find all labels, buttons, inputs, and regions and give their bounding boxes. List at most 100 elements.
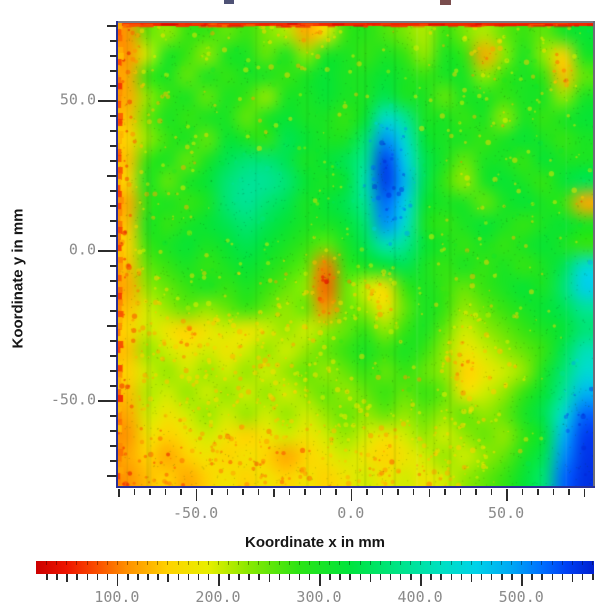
x-axis-tick <box>288 489 291 495</box>
colorbar-tick <box>561 574 564 580</box>
colorbar-inner-dash <box>46 561 48 565</box>
x-axis-tick <box>180 489 182 495</box>
colorbar-inner-dash <box>56 561 58 565</box>
x-axis-tick <box>164 489 167 495</box>
y-axis-tick <box>107 175 117 177</box>
colorbar-tick <box>329 574 331 580</box>
colorbar-inner-dash <box>460 561 462 565</box>
colorbar-tick <box>521 574 523 586</box>
x-axis-tick <box>568 489 570 495</box>
colorbar-tick <box>288 574 291 580</box>
y-tick-label: -50.0 <box>50 390 96 409</box>
colorbar-inner-dash <box>319 561 320 565</box>
y-axis-tick <box>110 280 117 282</box>
colorbar-inner-dash <box>561 561 563 565</box>
colorbar-inner-dash <box>157 561 159 565</box>
y-axis-tick <box>98 400 117 402</box>
y-axis-tick <box>110 385 117 387</box>
x-axis-tick <box>428 489 430 497</box>
x-axis-tick <box>459 489 461 495</box>
y-axis-tick <box>110 160 117 162</box>
colorbar-tick <box>470 574 473 582</box>
colorbar-inner-dash <box>218 561 219 565</box>
colorbar-inner-dash <box>521 561 523 565</box>
colorbar-inner-dash <box>278 561 280 565</box>
x-tick-label: 50.0 <box>488 504 525 522</box>
y-axis-tick <box>107 25 117 27</box>
x-axis-tick <box>133 489 135 495</box>
colorbar-tick <box>349 574 351 580</box>
plot-top-spine <box>116 21 595 23</box>
y-tick-label: 0.0 <box>68 240 96 259</box>
colorbar-inner-dash <box>197 561 199 565</box>
colorbar-inner-dash <box>369 561 371 565</box>
y-axis-tick <box>98 100 117 102</box>
y-axis-tick <box>107 325 117 327</box>
x-axis-tick <box>506 489 508 501</box>
x-axis-tick <box>350 489 353 501</box>
x-axis-tick <box>149 489 151 495</box>
x-axis-tick <box>552 489 555 495</box>
colorbar-tick <box>258 574 260 580</box>
y-axis-tick <box>110 415 117 417</box>
x-axis-tick <box>381 489 384 495</box>
x-axis-tick <box>211 489 213 495</box>
y-axis-tick <box>110 55 117 57</box>
y-axis-tick <box>110 115 117 117</box>
colorbar-inner-dash <box>389 561 391 565</box>
colorbar-tick <box>490 574 493 580</box>
colorbar-tick <box>197 574 200 580</box>
colorbar-tick <box>248 574 250 580</box>
colorbar-inner-dash <box>207 561 209 565</box>
colorbar-inner-dash <box>480 561 482 565</box>
colorbar-tick <box>501 574 503 580</box>
y-axis-tick <box>110 370 117 372</box>
colorbar-inner-dash <box>127 561 128 565</box>
colorbar-inner-dash <box>86 561 88 565</box>
y-axis-tick <box>98 250 117 252</box>
x-axis-tick <box>242 489 244 495</box>
colorbar-tick <box>116 574 119 586</box>
colorbar-tick-label: 100.0 <box>94 588 140 606</box>
colorbar-inner-dash <box>339 561 341 565</box>
colorbar-inner-dash <box>541 561 543 565</box>
colorbar-tick <box>480 574 483 580</box>
colorbar-tick <box>86 574 88 580</box>
colorbar-tick <box>592 574 594 580</box>
colorbar-inner-dash <box>470 561 472 565</box>
colorbar-inner-dash <box>116 561 118 565</box>
y-axis-tick <box>107 475 117 477</box>
y-axis-tick <box>110 430 117 432</box>
colorbar-tick <box>379 574 382 580</box>
colorbar-tick <box>157 574 159 580</box>
colorbar-inner-dash <box>450 561 452 565</box>
colorbar-tick <box>430 574 432 580</box>
colorbar-inner-dash <box>137 561 139 565</box>
colorbar-tick <box>541 574 543 580</box>
colorbar-inner-dash <box>430 561 432 565</box>
colorbar-inner-dash <box>511 561 513 565</box>
colorbar-inner-dash <box>177 561 179 565</box>
colorbar-inner-dash <box>258 561 260 565</box>
y-axis-tick <box>110 310 117 312</box>
colorbar-tick <box>399 574 402 580</box>
colorbar-inner-dash <box>248 561 250 565</box>
x-axis-title: Koordinate x in mm <box>244 534 386 551</box>
x-tick-label: -50.0 <box>173 504 219 522</box>
colorbar-tick <box>187 574 190 580</box>
y-axis-tick <box>110 85 117 87</box>
colorbar-inner-dash <box>76 561 78 565</box>
x-axis-tick <box>412 489 415 495</box>
y-axis-tick <box>110 145 117 147</box>
colorbar-tick-label: 500.0 <box>498 588 544 606</box>
colorbar-inner-dash <box>592 561 593 565</box>
colorbar-tick <box>228 574 230 580</box>
colorbar-tick <box>460 574 463 580</box>
colorbar-gradient <box>36 561 594 574</box>
x-axis-tick <box>319 489 322 495</box>
y-axis-tick <box>110 235 117 237</box>
colorbar-tick-label: 200.0 <box>195 588 241 606</box>
colorbar-tick <box>177 574 179 580</box>
colorbar-tick <box>96 574 99 580</box>
